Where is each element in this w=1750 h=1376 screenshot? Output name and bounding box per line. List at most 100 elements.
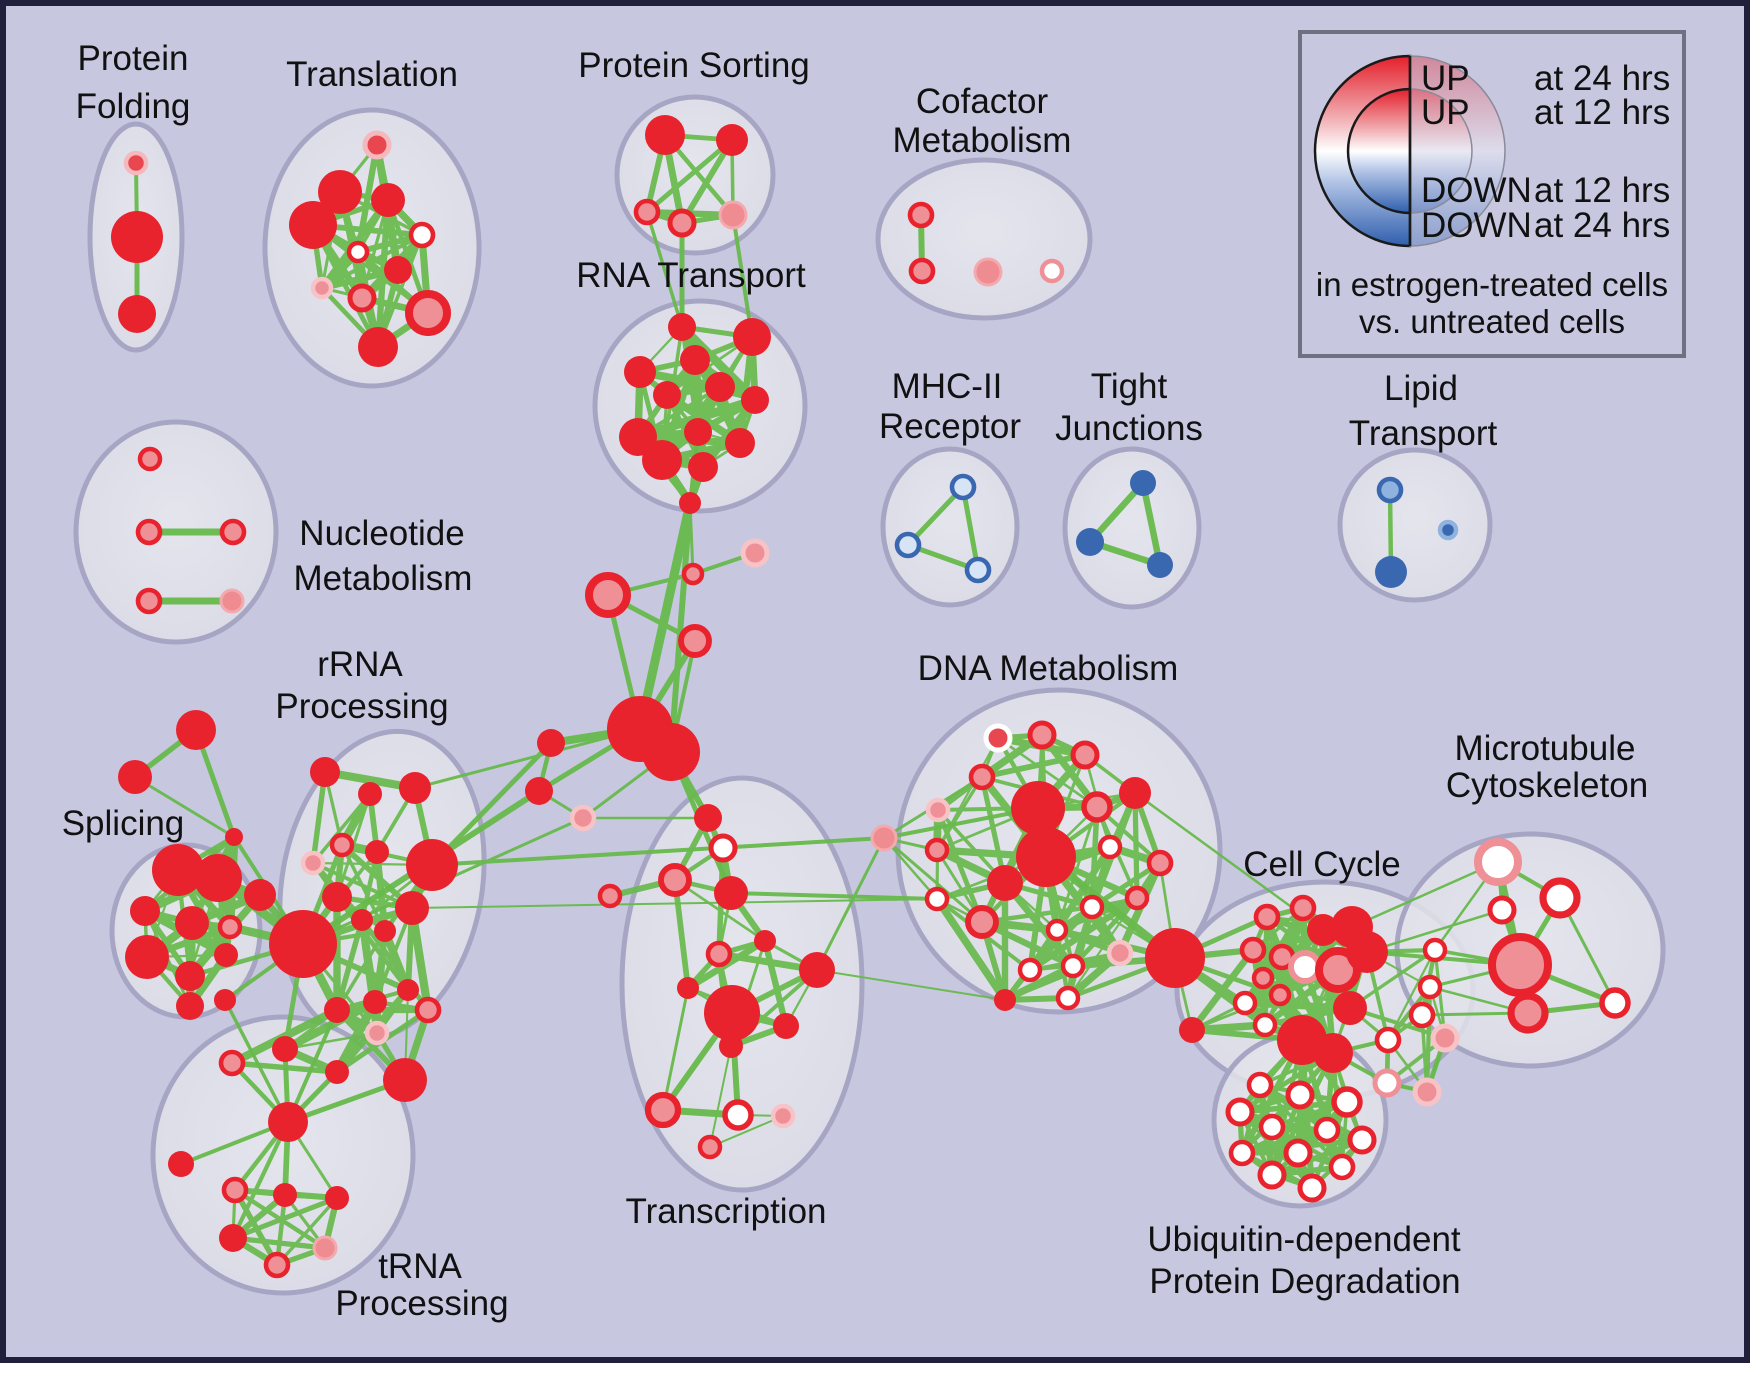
gene-node-cc1 — [1253, 903, 1281, 931]
gene-node-dm8 — [924, 837, 950, 863]
interaction-edge — [679, 137, 735, 226]
gene-node-ps4 — [667, 208, 697, 238]
cluster-label-mhc-ii-receptor: Receptor — [879, 407, 1021, 446]
gene-node-tr10 — [704, 985, 760, 1041]
gene-node-ub6 — [1313, 1116, 1341, 1144]
cluster-label-rrna-processing: Processing — [275, 687, 448, 726]
gene-node-ub4 — [1258, 1113, 1286, 1141]
interaction-edge — [411, 898, 938, 909]
cluster-tight-junctions-ellipse — [1062, 446, 1202, 610]
gene-node-cn4 — [678, 624, 712, 658]
gene-node-tr1 — [694, 804, 722, 832]
interaction-edge — [960, 484, 981, 573]
gene-node-tr13 — [644, 1091, 682, 1129]
interaction-edge — [430, 836, 886, 867]
gene-node-cf3 — [973, 257, 1003, 287]
gene-node-tn4 — [168, 1151, 194, 1177]
gene-node-cc24 — [1268, 983, 1292, 1007]
gene-node-rt2 — [733, 318, 771, 356]
gene-node-s1 — [152, 844, 204, 896]
gene-node-rt4 — [624, 356, 656, 388]
gene-node-dm15 — [1079, 894, 1105, 920]
gene-node-tr2 — [708, 833, 738, 863]
cluster-label-trna-processing: Processing — [335, 1284, 508, 1323]
legend-direction-label: DOWN — [1421, 206, 1532, 245]
interaction-edge — [661, 986, 690, 1112]
interaction-edge — [816, 969, 1006, 1001]
gene-node-cn1 — [740, 538, 770, 568]
gene-node-n2 — [135, 518, 163, 546]
gene-node-cc14 — [1313, 1033, 1353, 1073]
gene-node-ub10 — [1257, 1160, 1287, 1190]
gene-node-t10 — [405, 290, 451, 336]
gene-node-rr3 — [399, 772, 431, 804]
gene-node-s2 — [194, 854, 242, 902]
cluster-label-microtubule-cytoskeleton: Cytoskeleton — [1446, 766, 1648, 805]
interaction-edge — [413, 727, 642, 790]
gene-node-dm3 — [1070, 740, 1100, 770]
interaction-edge — [645, 210, 684, 329]
interaction-edge — [230, 1119, 291, 1241]
gene-node-c1 — [537, 729, 565, 757]
gene-node-t4 — [289, 201, 337, 249]
interaction-edge — [905, 484, 966, 548]
gene-node-ub3 — [1225, 1097, 1255, 1127]
gene-node-cf1 — [907, 201, 935, 229]
gene-node-dm19 — [994, 989, 1016, 1011]
gene-node-dm2 — [1027, 720, 1057, 750]
gene-node-ps3 — [633, 198, 661, 226]
interaction-edge — [933, 895, 1009, 1004]
gene-node-pf3 — [118, 295, 156, 333]
gene-node-rr6 — [365, 840, 389, 864]
interaction-edge — [672, 877, 691, 991]
gene-node-tr15 — [770, 1103, 796, 1129]
gene-node-s8 — [175, 961, 205, 991]
gene-node-dm11 — [1146, 849, 1174, 877]
interaction-edge — [1386, 948, 1437, 1042]
gene-node-n4 — [135, 587, 163, 615]
interaction-edge — [979, 752, 1088, 780]
cluster-trna-processing-ellipse — [150, 1014, 416, 1296]
gene-node-rt5 — [653, 381, 681, 409]
cluster-label-ubiquitin-degradation: Ubiquitin-dependent — [1147, 1220, 1461, 1259]
cluster-label-lipid-transport: Transport — [1349, 414, 1498, 453]
gene-node-m3 — [964, 556, 992, 584]
gene-node-tr16 — [697, 1134, 723, 1160]
gene-node-rt11 — [642, 440, 682, 480]
gene-node-tr7 — [705, 940, 733, 968]
gene-node-n5 — [219, 588, 245, 614]
gene-node-mc5 — [1488, 933, 1552, 997]
gene-node-tr4 — [714, 876, 748, 910]
interaction-edge — [644, 137, 735, 215]
legend-direction-label: UP — [1421, 93, 1470, 132]
gene-node-tn7 — [325, 1186, 349, 1210]
interaction-edge — [1241, 999, 1354, 1012]
interaction-edge — [407, 903, 433, 1015]
interaction-edge — [979, 774, 1008, 886]
gene-node-rr5 — [300, 850, 326, 876]
gene-node-rr2 — [358, 782, 382, 806]
gene-node-tr5 — [597, 883, 623, 909]
gene-node-ub11 — [1328, 1153, 1356, 1181]
gene-node-rr16 — [325, 1060, 349, 1084]
gene-node-rt8 — [684, 418, 712, 446]
gene-node-tn2 — [272, 1036, 298, 1062]
gene-node-dm1 — [983, 723, 1013, 753]
gene-node-ps5 — [718, 200, 748, 230]
gene-node-cf2 — [908, 257, 936, 285]
gene-node-dm17 — [1017, 957, 1043, 983]
gene-node-n1 — [137, 446, 163, 472]
gene-node-ps2 — [716, 124, 748, 156]
cluster-label-ubiquitin-degradation: Protein Degradation — [1149, 1262, 1460, 1301]
gene-node-dm13 — [965, 905, 999, 939]
cluster-label-rrna-processing: rRNA — [317, 645, 403, 684]
gene-node-tn8 — [219, 1224, 247, 1252]
interaction-edge — [230, 1235, 328, 1251]
interaction-edge — [230, 1195, 340, 1241]
gene-node-t2 — [318, 170, 362, 214]
gene-node-rr11 — [324, 997, 350, 1023]
gene-node-tn10 — [263, 1251, 291, 1279]
interaction-edge — [935, 775, 984, 852]
